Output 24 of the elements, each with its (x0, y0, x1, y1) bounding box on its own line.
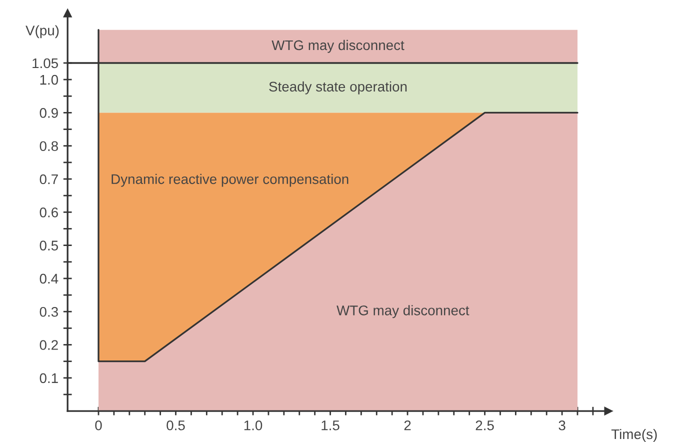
y-tick-label: 0.8 (40, 141, 58, 152)
x-axis-title: Time(s) (611, 428, 657, 442)
x-tick-label: 3 (558, 420, 566, 430)
y-tick-label: 1.0 (40, 74, 58, 85)
y-tick-label: 0.3 (40, 306, 58, 317)
y-tick-label: 0.1 (40, 373, 58, 384)
x-tick-label: 2.5 (476, 420, 494, 430)
x-tick-label: 2 (404, 420, 411, 430)
y-tick-label: 0.2 (40, 340, 58, 350)
annotation: Dynamic reactive power compensation (112, 174, 348, 187)
x-tick-label: 0 (95, 420, 102, 430)
x-tick-label: 1.5 (322, 420, 340, 430)
x-tick-label: 1.0 (244, 420, 262, 430)
y-axis-title: V(pu) (26, 25, 59, 38)
y-tick-label: 0.5 (40, 240, 58, 250)
y-tick-label: 0.9 (40, 108, 58, 118)
x-tick-label: 0.5 (166, 420, 185, 430)
y-tick-label: 0.6 (40, 207, 58, 218)
y-tick-label: 1.05 (32, 58, 58, 68)
y-tick-label: 0.7 (40, 174, 58, 184)
band-label: WTG may disconnect (272, 40, 404, 53)
y-tick-label: 0.4 (40, 274, 58, 284)
annotation: WTG may disconnect (336, 305, 470, 318)
band-label: Steady state operation (269, 81, 407, 94)
